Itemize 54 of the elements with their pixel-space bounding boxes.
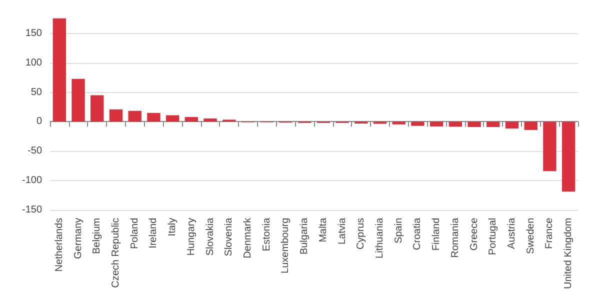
x-tick-label: Netherlands — [54, 218, 65, 272]
y-tick-label: 0 — [36, 116, 42, 128]
bar — [72, 78, 85, 122]
bar — [524, 122, 538, 130]
x-tick-label: Austria — [506, 217, 518, 249]
bar — [109, 109, 123, 122]
bar — [562, 122, 576, 192]
x-tick-label: Sweden — [525, 218, 536, 254]
x-tick-label: Ireland — [148, 218, 160, 248]
bar — [430, 122, 444, 126]
y-tick-label: 50 — [30, 86, 42, 98]
y-tick-label: -100 — [22, 174, 42, 186]
bar — [411, 122, 424, 126]
x-tick-label: Belgium — [92, 218, 103, 254]
x-tick-label: Finland — [431, 218, 442, 251]
x-tick-label: United Kingdom — [563, 218, 574, 290]
y-tick-label: 100 — [25, 57, 42, 68]
x-tick-label: Luxembourg — [280, 218, 292, 274]
x-tick-label: Lithuania — [374, 217, 386, 258]
x-tick-label: France — [544, 217, 556, 249]
x-tick-label: Cyprus — [356, 218, 367, 250]
bar — [147, 112, 160, 122]
x-tick-label: Greece — [468, 217, 480, 251]
x-tick-label: Slovakia — [204, 217, 216, 256]
bar — [486, 122, 500, 128]
x-tick-label: Portugal — [488, 218, 499, 256]
bar — [392, 122, 406, 124]
y-tick-label: -150 — [22, 204, 42, 216]
x-tick-label: Estonia — [261, 217, 272, 252]
bar — [468, 122, 481, 128]
x-tick-label: Bulgaria — [299, 217, 310, 255]
x-tick-label: Latvia — [336, 217, 348, 245]
bar — [204, 118, 217, 122]
bar — [505, 122, 519, 128]
bar — [543, 122, 556, 172]
x-tick-label: Croatia — [412, 217, 424, 250]
y-tick-label: 150 — [25, 28, 42, 40]
x-tick-label: Spain — [393, 218, 404, 244]
x-tick-label: Romania — [450, 217, 461, 258]
x-tick-label: Denmark — [242, 216, 254, 258]
y-tick-label: -50 — [28, 146, 42, 157]
x-tick-label: Malta — [318, 217, 329, 242]
x-tick-label: Poland — [129, 218, 140, 249]
x-tick-label: Germany — [72, 218, 84, 259]
x-tick-label: Hungary — [186, 218, 197, 256]
x-tick-label: Slovenia — [224, 217, 235, 256]
bar — [184, 117, 198, 122]
x-tick-label: Italy — [167, 218, 178, 236]
bar — [128, 110, 142, 122]
bar — [52, 18, 66, 122]
bar — [166, 115, 180, 122]
x-tick-label: Czech Republic — [110, 218, 122, 288]
bar — [448, 122, 462, 127]
bar — [90, 95, 104, 122]
